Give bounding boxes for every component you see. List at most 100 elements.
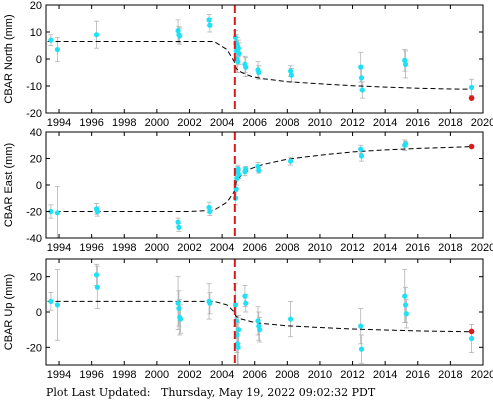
data-point	[177, 33, 183, 39]
x-tick-label: 2010	[308, 117, 332, 129]
x-tick-label: 2018	[438, 242, 462, 254]
y-tick-label: -20	[26, 108, 42, 120]
data-point	[358, 146, 364, 152]
panel-data	[47, 263, 475, 365]
model-fit-line	[47, 41, 474, 90]
data-point	[175, 28, 181, 34]
data-point	[402, 57, 408, 63]
model-fit-line	[47, 146, 472, 212]
panel-2: 1994 1996 1998 2000 2002 2004 2006 2008 2010 2012…	[3, 127, 493, 254]
data-point	[235, 59, 241, 65]
data-point	[207, 300, 213, 306]
data-point	[358, 323, 364, 329]
x-tick-label: 2020	[471, 117, 493, 129]
data-point	[235, 344, 241, 350]
data-point	[256, 167, 262, 174]
data-point	[207, 22, 213, 28]
x-tick-label: 2006	[242, 242, 266, 254]
data-point	[93, 272, 100, 278]
data-point	[235, 45, 242, 51]
y-tick-label: 10	[30, 27, 42, 39]
data-point	[243, 64, 249, 70]
panel-frame	[45, 4, 484, 114]
data-point	[54, 210, 61, 216]
data-point	[175, 300, 181, 306]
latest-data-point	[468, 143, 475, 150]
data-point	[402, 302, 409, 308]
data-point	[94, 208, 100, 215]
x-tick-label: 2010	[308, 242, 332, 254]
x-tick-label: 1996	[79, 242, 103, 254]
y-axis-label: CBAR North (mm)	[3, 14, 15, 103]
y-tick-label: 0	[36, 180, 42, 192]
x-tick-label: 2006	[242, 369, 266, 381]
y-axis-label: CBAR East (mm)	[3, 143, 15, 227]
plot-last-updated-timestamp: Thursday, May 19, 2022 09:02:32 PDT	[160, 386, 376, 399]
x-tick-label: 2002	[177, 242, 201, 254]
x-tick-label: 2016	[406, 117, 430, 129]
y-tick-label: 0	[36, 307, 42, 319]
x-tick-label: 2000	[145, 369, 169, 381]
data-point	[256, 69, 262, 76]
x-tick-label: 2008	[275, 117, 299, 129]
x-tick-label: 1996	[79, 117, 103, 129]
x-tick-label: 1994	[47, 117, 71, 129]
data-point	[287, 68, 294, 74]
data-point	[287, 316, 294, 322]
data-point	[358, 346, 365, 352]
x-tick-label: 1996	[79, 369, 103, 381]
x-tick-label: 2008	[275, 369, 299, 381]
y-tick-label: 40	[30, 127, 42, 139]
latest-data-point	[468, 95, 475, 101]
data-point	[175, 219, 181, 225]
data-point	[243, 166, 249, 172]
data-point	[48, 298, 54, 304]
y-tick-label: -10	[26, 81, 42, 93]
y-tick-label: 0	[36, 54, 42, 66]
data-point	[468, 84, 475, 90]
data-point	[177, 316, 184, 322]
data-point	[402, 61, 409, 67]
x-tick-label: 2010	[308, 369, 332, 381]
data-point	[206, 17, 212, 23]
x-tick-label: 2002	[177, 369, 201, 381]
data-point	[54, 46, 61, 53]
y-tick-label: -40	[26, 233, 42, 245]
x-tick-label: 2008	[275, 242, 299, 254]
x-tick-label: 2000	[145, 117, 169, 129]
data-point	[358, 75, 365, 81]
y-tick-label: -20	[26, 342, 42, 354]
x-tick-label: 2016	[406, 242, 430, 254]
data-point	[257, 327, 263, 333]
x-tick-label: 2012	[340, 369, 364, 381]
x-tick-label: 2006	[242, 117, 266, 129]
x-tick-label: 2014	[373, 369, 397, 381]
data-point	[468, 335, 475, 342]
latest-data-point	[468, 328, 475, 335]
x-tick-label: 2016	[406, 369, 430, 381]
x-tick-label: 2014	[373, 117, 397, 129]
plot-last-updated: Plot Last Updated: Thursday, May 19, 202…	[46, 386, 375, 399]
y-tick-label: 20	[30, 0, 42, 12]
data-point	[236, 171, 242, 177]
panel-data	[47, 139, 475, 238]
x-tick-label: 1998	[112, 117, 136, 129]
x-tick-label: 2000	[145, 242, 169, 254]
data-point	[287, 158, 294, 164]
data-point	[235, 166, 241, 172]
data-point	[236, 327, 242, 333]
data-point	[232, 302, 239, 308]
data-point	[358, 64, 364, 70]
x-tick-label: 2004	[210, 117, 234, 129]
x-tick-label: 2020	[471, 369, 493, 381]
data-point	[176, 224, 182, 230]
data-point	[207, 208, 213, 215]
data-point	[54, 302, 61, 308]
x-tick-label: 2018	[438, 117, 462, 129]
panel-frame	[45, 258, 484, 366]
x-tick-label: 2012	[340, 117, 364, 129]
data-point	[402, 141, 409, 147]
data-point	[93, 32, 100, 38]
x-tick-label: 2002	[177, 117, 201, 129]
